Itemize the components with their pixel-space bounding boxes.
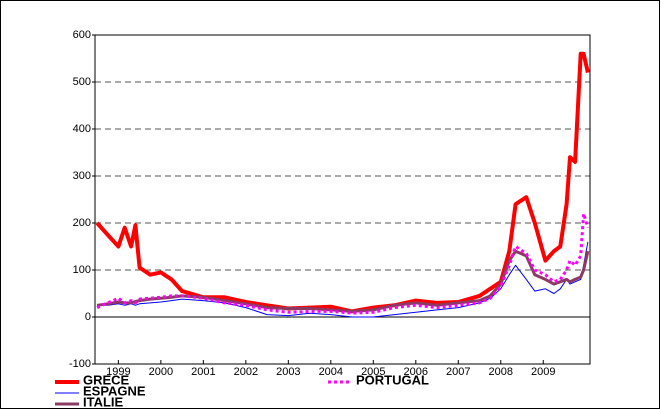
series-line	[97, 241, 589, 318]
x-tick-label: 2004	[319, 366, 343, 378]
x-tick-label: 2000	[149, 366, 173, 378]
x-tick-label: 1999	[106, 366, 130, 378]
legend-label: PORTUGAL	[356, 372, 429, 387]
x-tick-label: 2001	[191, 366, 215, 378]
x-tick-label: 2009	[531, 366, 555, 378]
legend-label: ITALIE	[83, 394, 124, 409]
y-tick-label: 600	[73, 29, 91, 41]
legend-label: GRECE	[83, 372, 130, 387]
y-tick-label: 300	[73, 170, 91, 182]
series-line	[96, 249, 590, 313]
x-tick-label: 2008	[489, 366, 513, 378]
x-tick-label: 2003	[276, 366, 300, 378]
y-tick-label: -100	[69, 358, 91, 370]
x-tick-label: 2002	[234, 366, 258, 378]
y-tick-label: 400	[73, 123, 91, 135]
y-tick-label: 200	[73, 217, 91, 229]
y-tick-label: 100	[73, 264, 91, 276]
series-line	[96, 212, 590, 315]
axes-box	[94, 34, 591, 365]
y-tick-label: 500	[73, 76, 91, 88]
x-tick-label: 2005	[361, 366, 385, 378]
x-tick-label: 2007	[446, 366, 470, 378]
legend-label: ESPAGNE	[83, 383, 146, 398]
x-tick-label: 2006	[404, 366, 428, 378]
y-tick-label: 0	[85, 311, 91, 323]
series-line	[95, 51, 590, 314]
